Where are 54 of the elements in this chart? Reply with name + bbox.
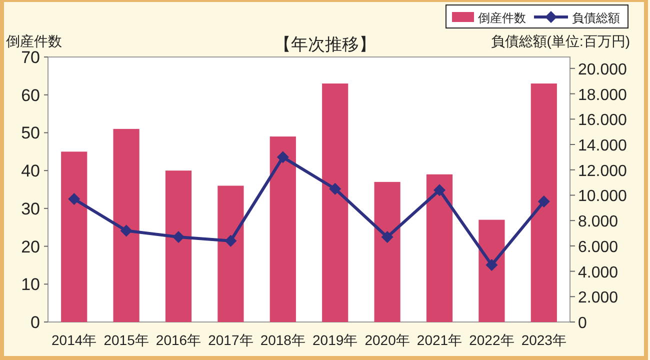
x-tick-label: 2022年 <box>469 332 514 348</box>
point <box>68 193 80 206</box>
x-tick-label: 2021年 <box>416 332 462 348</box>
bar <box>61 152 88 322</box>
y2-tick-label: 10.000 <box>578 188 628 206</box>
legend-label: 負債総額 <box>572 11 620 25</box>
y-tick-label: 20 <box>21 237 40 256</box>
y-tick-label: 40 <box>21 162 40 181</box>
x-tick-label: 2023年 <box>521 332 566 348</box>
y2-tick-label: 6.000 <box>578 238 618 256</box>
y2-tick-label: 14.000 <box>578 137 628 154</box>
x-tick-label: 2020年 <box>364 332 410 348</box>
y2-tick-label: 18.000 <box>578 86 628 104</box>
point <box>486 258 498 271</box>
x-tick-label: 2015年 <box>104 332 149 348</box>
x-tick-label: 2019年 <box>312 332 358 348</box>
y-tick-label: 0 <box>30 313 40 332</box>
y2-axis-title: 負債総額(単位:百万円) <box>490 33 630 49</box>
point <box>434 184 446 196</box>
y-tick-label: 10 <box>21 275 40 294</box>
y-tick-label: 60 <box>21 86 40 105</box>
chart-title: 【年次推移】 <box>274 35 376 54</box>
bar <box>218 186 244 322</box>
y2-tick-label: 4.000 <box>578 264 618 282</box>
point <box>172 231 184 244</box>
x-tick-label: 2018年 <box>260 332 306 348</box>
y2-tick-label: 12.000 <box>578 162 628 180</box>
point <box>329 182 342 195</box>
bar <box>165 170 192 322</box>
y2-tick-label: 2.000 <box>578 290 618 307</box>
point <box>276 151 289 164</box>
y-axis-title: 倒産件数 <box>6 33 62 49</box>
legend-label: 倒産件数 <box>478 11 526 25</box>
x-tick-label: 2017年 <box>208 332 254 348</box>
y2-tick-label: 16.000 <box>578 112 628 130</box>
point <box>224 234 237 247</box>
bar <box>478 220 505 322</box>
y-tick-label: 50 <box>21 124 40 143</box>
y2-tick-label: 0 <box>578 315 587 332</box>
y2-tick-label: 8.000 <box>578 214 618 231</box>
bar <box>374 182 400 322</box>
y2-tick-label: 20.000 <box>578 61 628 78</box>
point <box>538 196 550 208</box>
y-tick-label: 30 <box>21 199 40 218</box>
y-tick-label: 70 <box>21 48 40 67</box>
bar <box>322 84 348 322</box>
point <box>381 231 394 244</box>
point <box>120 224 132 237</box>
bar <box>270 136 296 322</box>
bar <box>530 84 557 322</box>
x-tick-label: 2016年 <box>156 332 202 348</box>
bar <box>113 128 140 322</box>
x-tick-label: 2014年 <box>52 332 97 348</box>
bar <box>426 174 453 322</box>
